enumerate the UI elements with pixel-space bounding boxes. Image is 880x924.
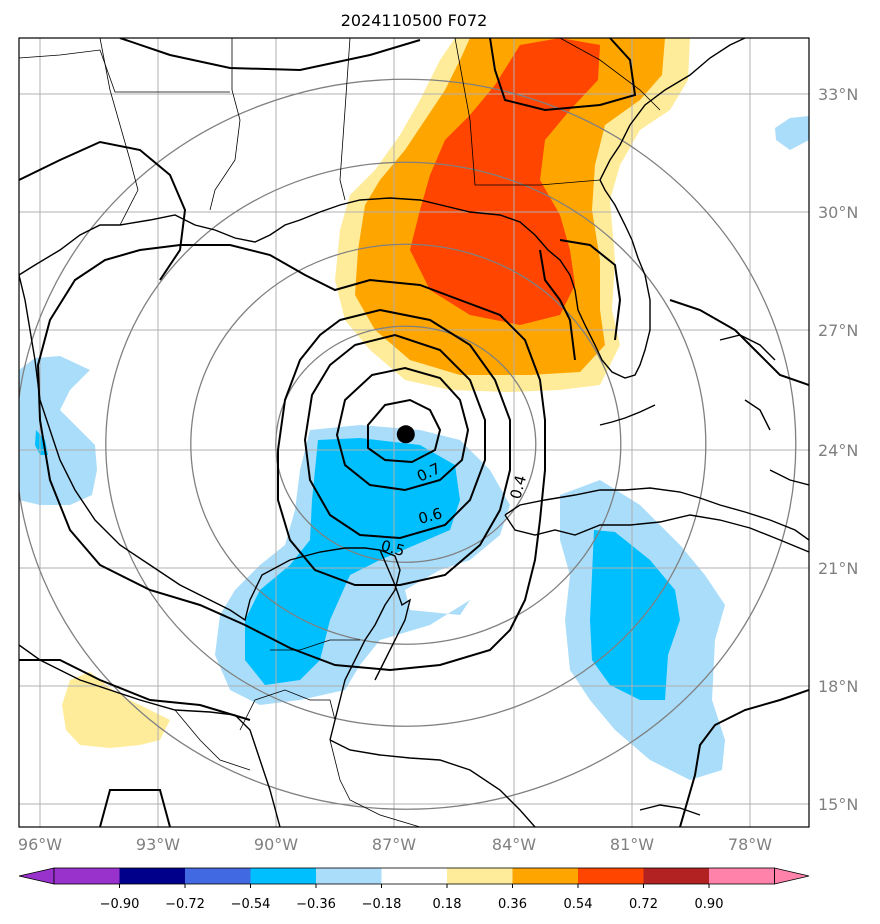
range-ring [275, 325, 537, 563]
border-states-6 [19, 49, 230, 93]
longitude-labels: 96°W 93°W 90°W 87°W 84°W 81°W 78°W [18, 835, 772, 854]
contour-ne3 [669, 299, 809, 386]
colorbar-extend-max [774, 867, 810, 885]
storm-center-marker [396, 425, 415, 444]
colorbar-segment [709, 868, 775, 884]
coast-florida-keys [599, 404, 656, 426]
latitude-tick-label: 33°N [818, 85, 858, 104]
colorbar-tick-label: −0.90 [100, 897, 140, 912]
border-states-2 [339, 38, 351, 201]
colorbar-extend-min [18, 867, 55, 885]
coast-jamaica [639, 804, 701, 816]
colorbar-tick-label: −0.18 [362, 897, 402, 912]
colorbar-border [53, 867, 775, 885]
colorbar-tick-label: 0.54 [564, 897, 593, 912]
coast-bahamas [719, 334, 809, 486]
range-ring [105, 161, 707, 727]
coast-cuba-south [504, 514, 809, 553]
colorbar: −0.90 −0.72 −0.54 −0.36 −0.18 0.18 0.36 0.54 0.7… [18, 867, 810, 912]
longitude-tick-label: 84°W [492, 835, 536, 854]
coast-honduras [329, 739, 536, 827]
border-honduras [329, 739, 421, 827]
map-area: 0.7 0.6 0.5 0.4 [19, 38, 809, 827]
latitude-tick-label: 30°N [818, 203, 858, 222]
longitude-tick-label: 93°W [136, 835, 180, 854]
map-frame [18, 37, 810, 828]
longitude-tick-label: 96°W [18, 835, 62, 854]
contour-sw [19, 659, 251, 721]
latitude-tick-label: 21°N [818, 559, 858, 578]
range-ring [190, 243, 622, 645]
latitude-tick-label: 15°N [818, 795, 858, 814]
figure-title: 2024110500 F072 [341, 11, 488, 30]
colorbar-segment [447, 868, 513, 884]
negative-shading-dark-caribbean [590, 530, 680, 700]
contour-0.6 [303, 333, 486, 540]
political-borders [19, 38, 661, 827]
shaded-field [19, 38, 809, 780]
border-mexico [239, 689, 336, 731]
border-states-3 [454, 38, 601, 186]
contour-0.7 [335, 366, 470, 492]
longitude-tick-label: 90°W [254, 835, 298, 854]
colorbar-segment [512, 868, 578, 884]
negative-shading-light-atlantic [775, 116, 809, 150]
contour-label-0.5: 0.5 [379, 536, 407, 560]
contour-south [99, 789, 171, 827]
longitude-tick-label: 87°W [372, 835, 416, 854]
contour-0.5 [277, 308, 511, 586]
colorbar-segment [54, 868, 120, 884]
border-guatemala [174, 709, 251, 771]
colorbar-segment [643, 868, 709, 884]
coast-cuba [504, 487, 809, 541]
contour-east2 [539, 249, 576, 361]
colorbar-segment [185, 868, 251, 884]
colorbar-tick-label: −0.72 [165, 897, 205, 912]
colorbar-tick-label: 0.18 [433, 897, 462, 912]
contour-ne2 [489, 38, 637, 112]
contour-se [679, 689, 809, 827]
contour-lines [19, 38, 809, 827]
range-rings [19, 78, 797, 810]
latitude-tick-label: 27°N [818, 321, 858, 340]
colorbar-segment [250, 868, 316, 884]
contour-north [19, 140, 187, 281]
colorbar-segment [381, 868, 447, 884]
coast-florida-east [599, 38, 746, 259]
colorbar-segment [578, 868, 644, 884]
colorbar-tick-label: −0.54 [231, 897, 271, 912]
contour-east [559, 239, 622, 341]
graticule [19, 38, 809, 827]
colorbar-tick-label: 0.90 [695, 897, 724, 912]
coast-gulf-north [19, 197, 651, 379]
contour-label-0.4: 0.4 [506, 473, 530, 501]
latitude-labels: 15°N 18°N 21°N 24°N 27°N 30°N 33°N [818, 85, 858, 814]
border-states-4 [559, 38, 661, 111]
colorbar-tick-label: 0.72 [629, 897, 658, 912]
border-yucatan-state [270, 639, 360, 651]
colorbar-tick-label: −0.36 [296, 897, 336, 912]
contour-0.8 [367, 398, 442, 464]
longitude-tick-label: 78°W [728, 835, 772, 854]
border-states-1 [209, 38, 241, 211]
contour-label-0.6: 0.6 [416, 504, 444, 528]
contour-0.4 [36, 244, 546, 672]
longitude-tick-label: 81°W [610, 835, 654, 854]
contour-ne [119, 38, 421, 72]
range-ring [19, 78, 797, 810]
coast-mexico-gulf [19, 274, 401, 741]
negative-shading-dark-gulf [245, 438, 460, 685]
colorbar-segment [119, 868, 185, 884]
latitude-tick-label: 24°N [818, 441, 858, 460]
colorbar-tick-label: 0.36 [498, 897, 527, 912]
positive-shading-southwest [62, 672, 170, 748]
coast-yucatan-east [374, 549, 412, 681]
border-states-5 [99, 38, 139, 226]
latitude-tick-label: 18°N [818, 677, 858, 696]
colorbar-segment [316, 868, 382, 884]
